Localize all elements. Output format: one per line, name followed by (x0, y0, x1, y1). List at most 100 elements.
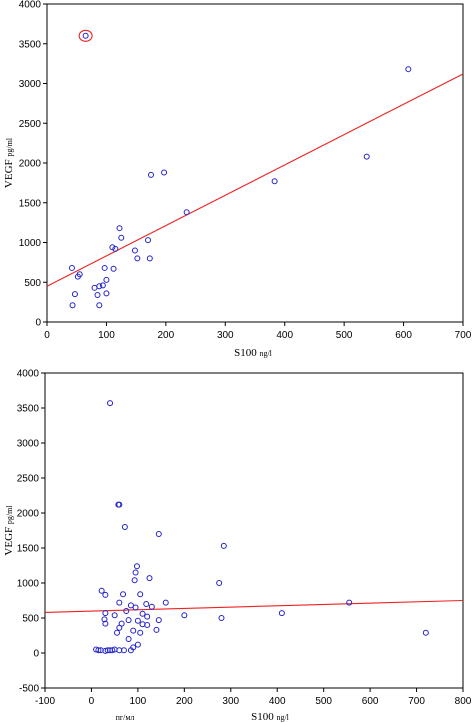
x-tick-label: 100 (98, 330, 115, 341)
y-axis-label-unit: pg/ml (5, 137, 14, 156)
y-tick-label: 1500 (19, 198, 42, 209)
x-axis-label: S100 ng/l (251, 711, 290, 723)
x-tick-label: -100 (35, 696, 55, 707)
data-point (422, 629, 429, 636)
y-tick-label: 4000 (17, 369, 40, 380)
data-point (112, 245, 119, 252)
data-point (95, 647, 102, 654)
plot-frame (46, 3, 464, 323)
x-axis-label-main: S100 (234, 347, 259, 359)
y-tick-label: 4000 (19, 0, 42, 11)
y-tick-label: 3500 (19, 39, 42, 50)
data-point (134, 641, 141, 648)
data-point (139, 610, 146, 617)
y-tick-label: 2500 (17, 474, 40, 485)
x-axis-label: S100 ng/l (234, 347, 273, 359)
data-point (102, 610, 109, 617)
data-point (118, 234, 125, 241)
x-tick-label: 100 (130, 696, 147, 707)
data-point (137, 629, 144, 636)
data-point (132, 569, 139, 576)
data-point (103, 290, 110, 297)
data-point (101, 616, 108, 623)
data-point (120, 647, 127, 654)
x-tick-label: 400 (276, 330, 293, 341)
x-tick-label: 500 (315, 696, 332, 707)
data-point (94, 291, 101, 298)
y-axis-label: VEGF pg/ml (3, 137, 15, 188)
y-tick-label: 3000 (17, 439, 40, 450)
data-point (146, 575, 153, 582)
data-point (181, 612, 188, 619)
data-point (144, 622, 151, 628)
data-point (82, 32, 89, 39)
data-point (271, 178, 278, 185)
x-tick-label: 800 (455, 696, 472, 707)
x-tick-label: 400 (269, 696, 286, 707)
data-point (130, 627, 137, 634)
data-point (148, 171, 154, 178)
data-point (133, 563, 140, 570)
y-tick-label: 2000 (17, 509, 40, 520)
x-tick-label: 500 (336, 330, 353, 341)
data-point (74, 273, 81, 280)
data-point (109, 244, 116, 251)
fit-line (45, 599, 463, 613)
data-point (96, 283, 103, 290)
plot-area (45, 400, 463, 654)
y-tick-label: 3500 (17, 404, 40, 415)
data-point (127, 647, 134, 654)
outlier-highlight-ring (78, 29, 93, 42)
y-tick-label: 500 (24, 278, 41, 289)
y-tick-label: 1500 (17, 544, 40, 555)
data-point (111, 612, 118, 619)
data-point (134, 255, 141, 262)
data-point (68, 264, 75, 271)
data-point (134, 617, 141, 624)
data-point (71, 291, 78, 298)
x-tick-label: 300 (217, 330, 234, 341)
x-tick-label: 700 (408, 696, 425, 707)
data-point (162, 599, 169, 606)
data-point (143, 601, 150, 607)
data-point (148, 603, 155, 610)
data-point (99, 282, 106, 289)
data-point (161, 169, 168, 176)
data-point (144, 613, 151, 620)
data-point (145, 237, 152, 244)
data-point (123, 608, 130, 614)
chart-2: -100 0 100 200 300 400 500 600 700 800 -500 0 500 100… (3, 369, 472, 723)
x-tick-label: 600 (395, 330, 412, 341)
x-axis-label-extra: пг/мл (116, 713, 135, 722)
data-point (132, 604, 139, 611)
x-tick-label: 200 (158, 330, 175, 341)
data-point (131, 247, 138, 254)
data-point (125, 617, 132, 624)
data-point (131, 577, 138, 584)
x-tick-label: 300 (222, 696, 239, 707)
data-point (183, 209, 190, 216)
data-point (405, 66, 412, 73)
y-axis-label-main: VEGF (3, 157, 15, 188)
data-point (116, 225, 123, 232)
data-point (103, 276, 110, 283)
x-tick-label: 0 (44, 330, 50, 341)
data-point (155, 531, 162, 537)
data-point (120, 591, 127, 598)
data-point (96, 302, 103, 309)
x-tick-label: 700 (455, 330, 472, 341)
data-point (125, 636, 132, 642)
data-point (102, 620, 109, 627)
data-point (346, 599, 353, 606)
y-tick-label: 0 (33, 649, 39, 660)
data-point (98, 587, 105, 594)
data-point (116, 624, 123, 631)
y-tick-label: 3000 (19, 79, 42, 90)
data-point (146, 255, 153, 262)
chart-1: 0 100 200 300 400 500 600 700 0 500 1000 1500 2000 25… (3, 0, 472, 359)
y-axis-label: VEGF pg/ml (3, 505, 15, 556)
data-point (116, 501, 123, 508)
y-tick-label: 500 (22, 614, 39, 625)
data-point (116, 599, 123, 606)
